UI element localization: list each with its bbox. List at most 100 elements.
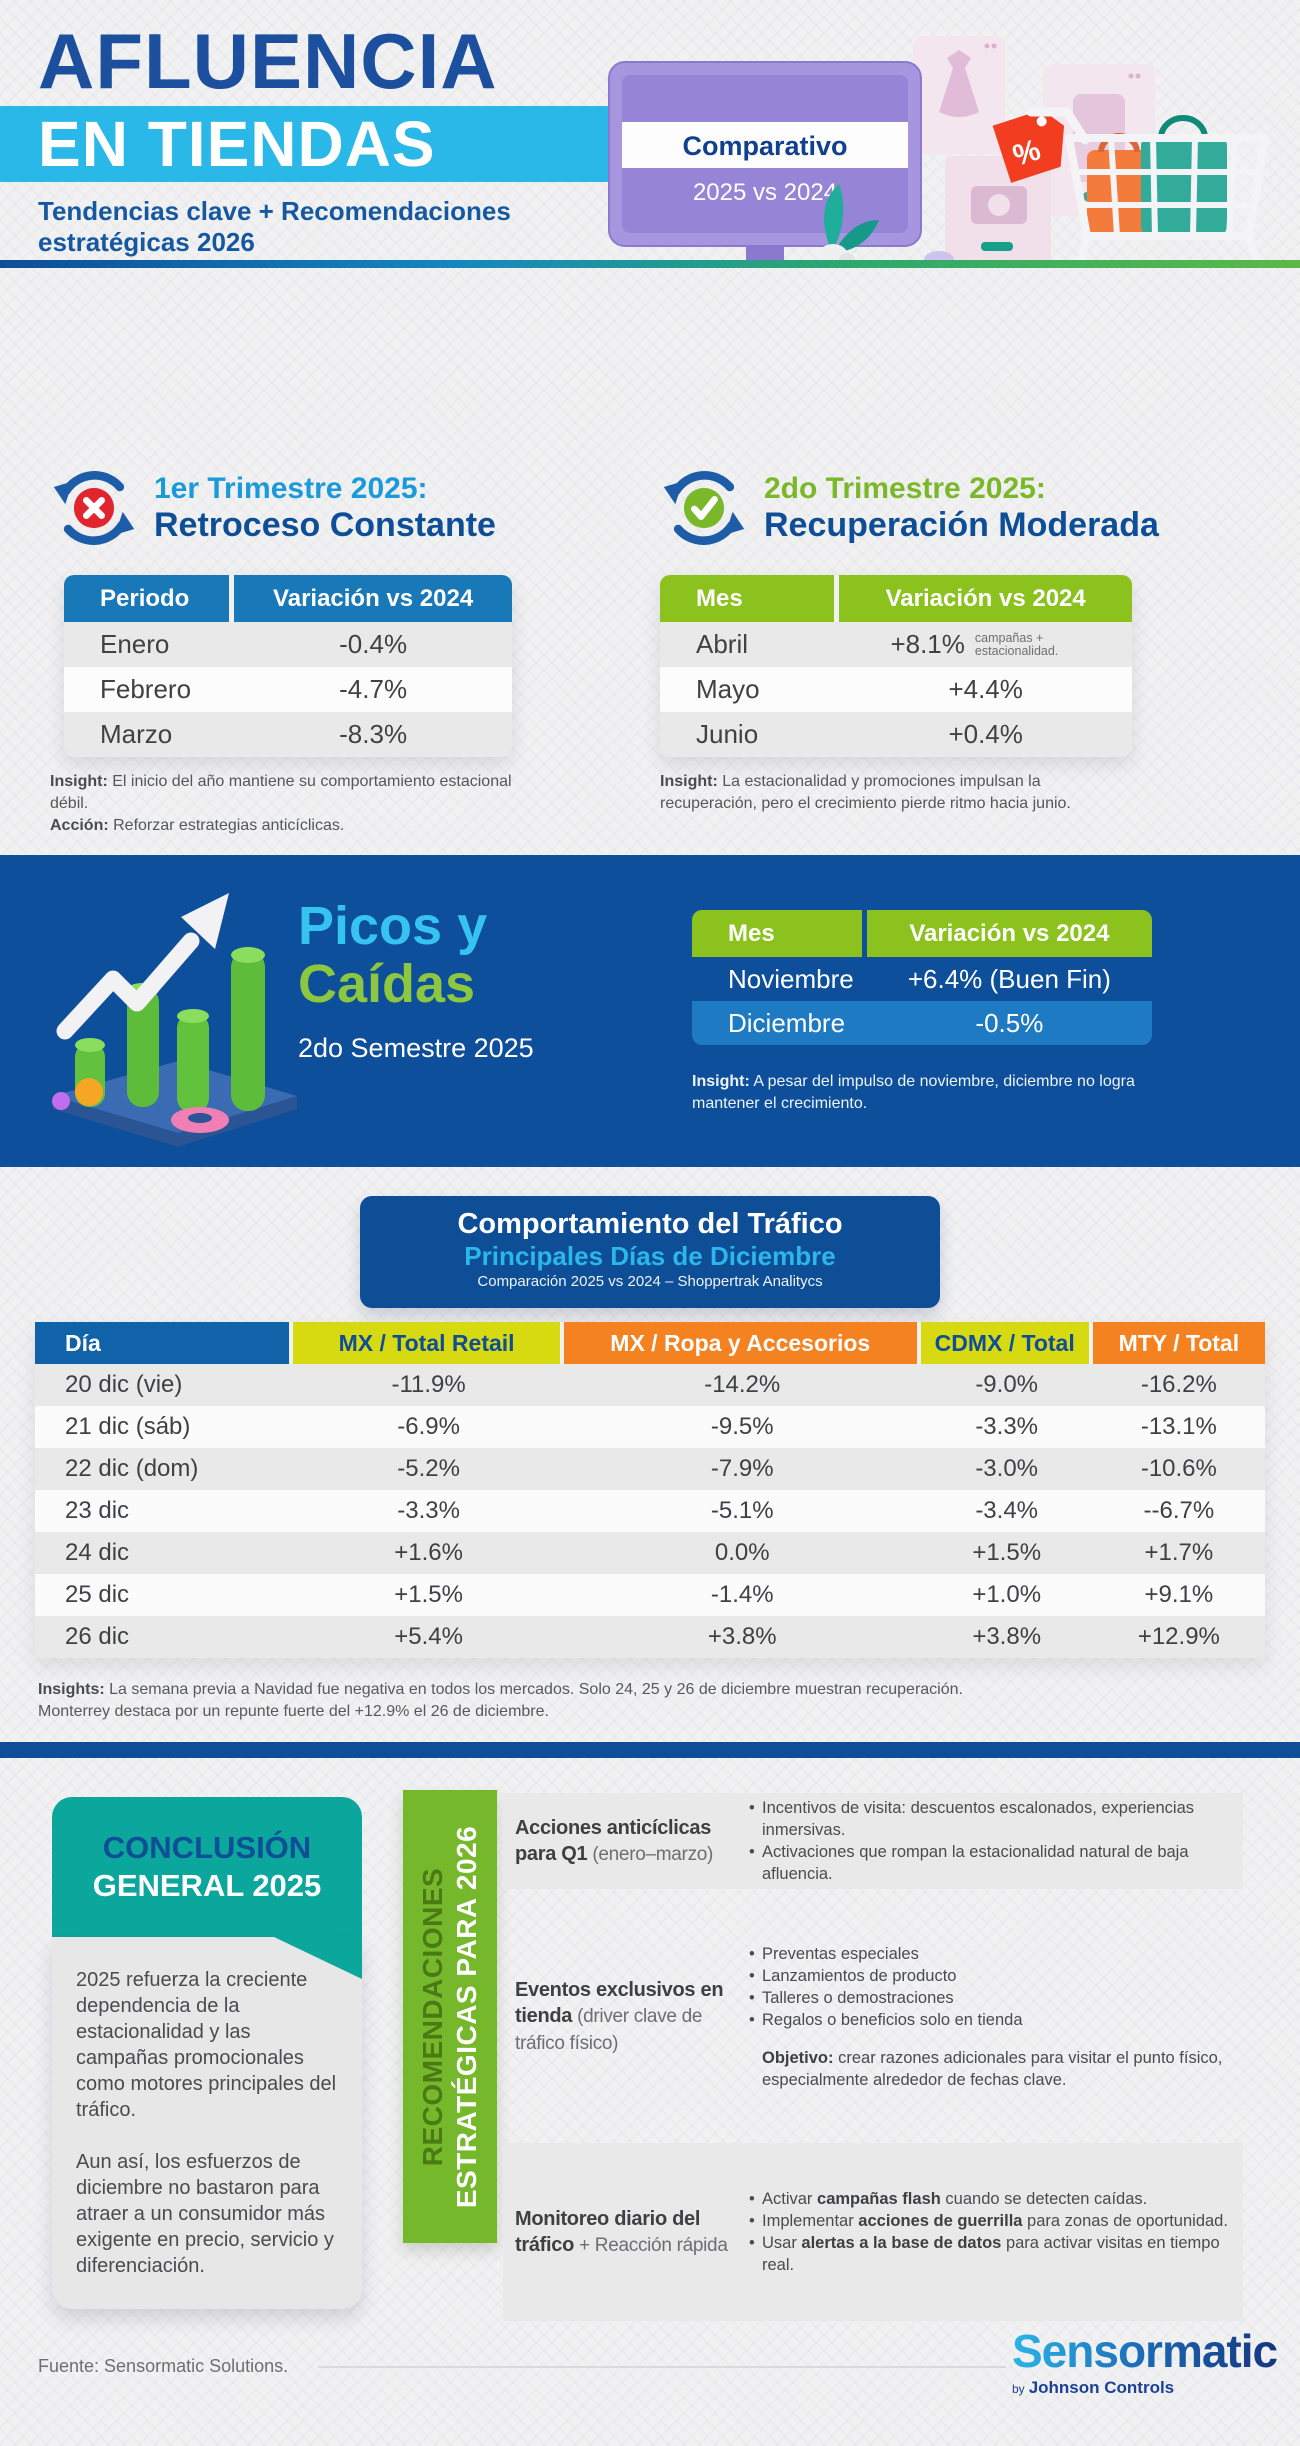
picos-table: Mes Variación vs 2024 Noviembre +6.4% (Buen… — [692, 910, 1152, 1045]
table-cell: +9.1% — [1144, 1581, 1214, 1608]
up-arrow — [56, 893, 229, 1040]
quarterly-sections: 1er Trimestre 2025: Retroceso Constante … — [0, 268, 1300, 855]
picos-caidas-band: Picos y Caídas 2do Semestre 2025 Mes Vari… — [0, 855, 1300, 1167]
green-bars — [75, 947, 265, 1113]
table-header-row: Periodo Variación vs 2024 — [64, 575, 512, 622]
rec-bullet-list: • Incentivos de visita: descuentos escalo… — [749, 1797, 1243, 1885]
table-header-cell: Variación vs 2024 — [839, 575, 1132, 622]
table-cell: +5.4% — [394, 1623, 463, 1650]
logo-wordmark: Sensormatic — [1012, 2325, 1278, 2377]
table-cell: +3.8% — [707, 1623, 777, 1650]
table-cell: -16.2% — [1140, 1371, 1217, 1398]
table-cell: +1.5% — [972, 1539, 1042, 1566]
table-cell: Febrero — [100, 674, 192, 704]
table-cell: -11.9% — [391, 1371, 466, 1398]
bullet-dot: • — [749, 1799, 755, 1817]
table-cell: -3.0% — [975, 1455, 1039, 1482]
table-cell: -3.4% — [975, 1497, 1039, 1524]
conclusion-paragraph-1: 2025 refuerza la creciente dependencia d… — [76, 1969, 337, 2121]
table-cell: +12.9% — [1137, 1623, 1220, 1650]
bullet-dot: • — [749, 2234, 755, 2252]
table-cell: -3.3% — [975, 1413, 1039, 1440]
table-row: 21 dic (sáb) -6.9% -9.5% -3.3% -13.1% — [35, 1406, 1265, 1448]
table-cell: +0.4% — [948, 719, 1023, 749]
table-cell: 20 dic (vie) — [65, 1371, 183, 1398]
rec-bullet-list: • Preventas especiales • Lanzamientos de pr… — [749, 1943, 1243, 2031]
bullet-text: Talleres o demostraciones — [762, 1989, 954, 2007]
table-cell: Enero — [100, 629, 170, 659]
bullet-item: • Regalos o beneficios solo en tienda — [749, 2009, 1243, 2031]
table-cell: +4.4% — [948, 674, 1023, 704]
cycle-check-icon — [663, 471, 745, 545]
q1-action-text: Reforzar estrategias anticíclicas. — [113, 817, 345, 834]
rec-title-note: + Reacción rápida — [574, 2234, 728, 2256]
table-cell: Noviembre — [728, 963, 854, 994]
table-cell: -6.9% — [397, 1413, 460, 1440]
picos-subtitle: 2do Semestre 2025 — [298, 1033, 534, 1063]
table-row: 20 dic (vie) -11.9% -14.2% -9.0% -16.2% — [35, 1364, 1265, 1406]
table-cell: -1.4% — [710, 1581, 774, 1608]
section-divider — [0, 1742, 1300, 1758]
table-cell: +1.5% — [394, 1581, 463, 1608]
table-row: Junio +0.4% — [660, 712, 1132, 757]
bullet-dot: • — [749, 1967, 755, 1985]
conclusion-header: CONCLUSIÓN GENERAL 2025 — [52, 1797, 362, 1937]
trafico-caption: Comparación 2025 vs 2024 – Shoppertrak A… — [477, 1273, 823, 1290]
table-row: Diciembre -0.5% — [692, 1001, 1152, 1045]
orange-sphere — [75, 1078, 103, 1106]
bullet-item: • Implementar acciones de guerrilla para … — [749, 2210, 1243, 2232]
table-cell: 0.0% — [714, 1539, 770, 1566]
bullet-dot: • — [749, 2190, 755, 2208]
logo-byline: by Johnson Controls — [1012, 2378, 1277, 2398]
badge-title: Comparativo — [682, 131, 847, 161]
bullet-dot: • — [749, 1843, 755, 1861]
q2-title: Recuperación Moderada — [764, 506, 1159, 544]
table-cell: -7.9% — [710, 1455, 774, 1482]
sensormatic-logo: Sensormatic by Johnson Controls — [1012, 2324, 1278, 2398]
table-cell: -5.1% — [710, 1497, 774, 1524]
q1-heading: 1er Trimestre 2025: Retroceso Constante — [50, 464, 496, 552]
table-cell: Diciembre — [728, 1007, 846, 1038]
shopping-cart-icon — [1026, 107, 1269, 266]
table-row: Febrero -4.7% — [64, 667, 512, 712]
recommendation-row-eventos: Eventos exclusivos en tienda (driver cla… — [503, 1911, 1243, 2123]
bar-chart-arrow-illustration — [52, 893, 297, 1147]
bullet-text: Usar alertas a la base de datos para act… — [762, 2234, 1220, 2274]
trafico-title-box: Comportamiento del Tráfico Principales D… — [360, 1196, 940, 1308]
table-cell: Abril — [696, 629, 749, 659]
rec-row-title: Acciones anticíclicas para Q1 (enero–mar… — [515, 1815, 739, 1868]
table-header-cell: Mes — [692, 910, 867, 957]
table-row: 25 dic +1.5% -1.4% +1.0% +9.1% — [35, 1574, 1265, 1616]
rec-title-bold: Eventos exclusivos en tienda — [515, 1979, 724, 2027]
conclusion-paragraph-2: Aun así, los esfuerzos de diciembre no b… — [76, 2151, 334, 2277]
table-cell: Junio — [696, 719, 759, 749]
picos-titles: Picos y Caídas 2do Semestre 2025 — [298, 897, 534, 1064]
table-header-row: Día MX / Total Retail MX / Ropa y Accesori… — [35, 1322, 1265, 1364]
bullet-item: • Preventas especiales — [749, 1943, 1243, 1965]
header: AFLUENCIA EN TIENDAS Tendencias clave + … — [0, 0, 1300, 268]
trafico-insights-line1: La semana previa a Navidad fue negativa … — [109, 1681, 963, 1698]
bullet-item: • Talleres o demostraciones — [749, 1987, 1243, 2009]
table-row: Noviembre +6.4% (Buen Fin) — [692, 957, 1152, 1001]
table-cell: 22 dic (dom) — [65, 1455, 199, 1482]
bullet-item: • Usar alertas a la base de datos para ac… — [749, 2232, 1243, 2276]
table-cell: 25 dic — [65, 1581, 130, 1608]
bullet-text: Preventas especiales — [762, 1945, 919, 1963]
table-row: Abril +8.1% campañas + estacionalidad. — [660, 622, 1132, 667]
picos-insight: Insight: A pesar del impulso de noviembr… — [692, 1071, 1144, 1115]
table-header-cell: MTY / Total — [1092, 1322, 1265, 1364]
table-cell: Marzo — [100, 719, 173, 749]
purple-sphere — [52, 1092, 70, 1110]
trafico-insights: Insights: La semana previa a Navidad fue… — [38, 1679, 1238, 1723]
header-divider — [0, 260, 1300, 268]
table-cell: -9.5% — [710, 1413, 774, 1440]
q2-insight: Insight: La estacionalidad y promociones… — [660, 771, 1130, 815]
q1-insight: Insight: El inicio del año mantiene su c… — [50, 771, 520, 837]
conclusion-title-line1: CONCLUSIÓN — [102, 1830, 312, 1865]
q2-heading: 2do Trimestre 2025: Recuperación Moderad… — [660, 464, 1159, 552]
trafico-title: Comportamiento del Tráfico — [457, 1208, 843, 1240]
q1-table: Periodo Variación vs 2024 Enero -0.4% Febrer… — [64, 575, 512, 757]
page-subtitle: Tendencias clave + Recomendaciones estra… — [38, 196, 511, 257]
rec-title-note: (driver clave de tráfico físico) — [515, 2006, 703, 2054]
